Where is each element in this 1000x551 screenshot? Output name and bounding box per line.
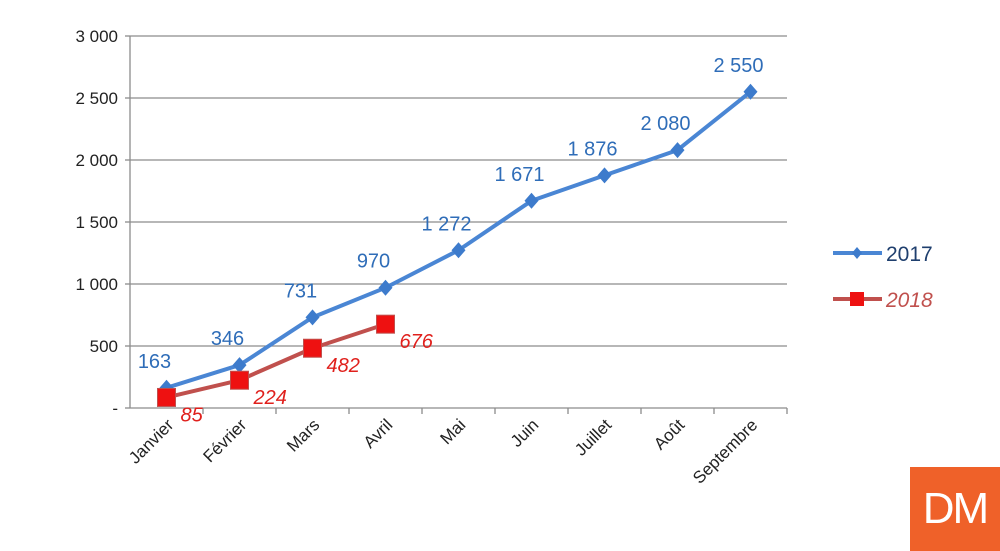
data-point-2017 <box>597 167 612 184</box>
y-tick-label: 1 500 <box>75 213 118 232</box>
dm-logo: DM <box>910 467 1000 551</box>
legend-marker-2018 <box>850 292 864 306</box>
data-point-2017 <box>305 309 320 326</box>
data-point-2017 <box>670 142 685 159</box>
data-point-2017 <box>743 83 758 100</box>
y-tick-label: 2 500 <box>75 89 118 108</box>
x-tick-label: Septembre <box>689 415 761 487</box>
logo-text: DM <box>922 484 989 533</box>
x-tick-label: Janvier <box>125 415 177 467</box>
y-tick-label: 1 000 <box>75 275 118 294</box>
y-tick-label: 3 000 <box>75 27 118 46</box>
x-tick-label: Juin <box>507 415 542 450</box>
data-label-2017: 731 <box>284 280 317 302</box>
data-point-2017 <box>232 357 247 374</box>
data-label-2017: 1 671 <box>494 164 544 186</box>
data-label-2017: 2 550 <box>713 55 763 77</box>
x-tick-label: Juillet <box>571 415 615 459</box>
data-label-2017: 1 272 <box>421 213 471 235</box>
x-tick-label: Mai <box>437 415 470 448</box>
data-point-2018 <box>376 314 395 334</box>
data-label-2018: 482 <box>327 355 360 377</box>
legend-label-2017: 2017 <box>886 243 933 266</box>
x-tick-label: Avril <box>360 415 397 452</box>
data-point-2017 <box>451 242 466 259</box>
data-point-2017 <box>378 279 393 296</box>
data-point-2018 <box>230 370 249 390</box>
data-label-2018: 224 <box>253 387 287 409</box>
legend-marker-2017 <box>852 247 862 259</box>
data-point-2017 <box>524 192 539 209</box>
y-tick-label: 2 000 <box>75 151 118 170</box>
data-label-2017: 346 <box>211 328 244 350</box>
x-tick-label: Août <box>650 415 688 453</box>
data-label-2017: 2 080 <box>640 113 690 135</box>
x-tick-label: Février <box>199 415 250 466</box>
data-label-2018: 676 <box>400 331 434 353</box>
data-label-2017: 163 <box>138 351 171 373</box>
data-label-2018: 85 <box>181 404 204 426</box>
y-tick-label: 500 <box>90 337 118 356</box>
legend-label-2018: 2018 <box>885 289 933 312</box>
data-point-2018 <box>303 338 322 358</box>
series-line-2018 <box>166 322 387 400</box>
x-tick-label: Mars <box>283 415 323 455</box>
y-tick-label: - <box>112 399 118 418</box>
data-point-2018 <box>157 387 176 407</box>
data-label-2017: 1 876 <box>567 138 617 160</box>
data-label-2017: 970 <box>357 251 390 273</box>
series-line-2017 <box>165 90 752 390</box>
